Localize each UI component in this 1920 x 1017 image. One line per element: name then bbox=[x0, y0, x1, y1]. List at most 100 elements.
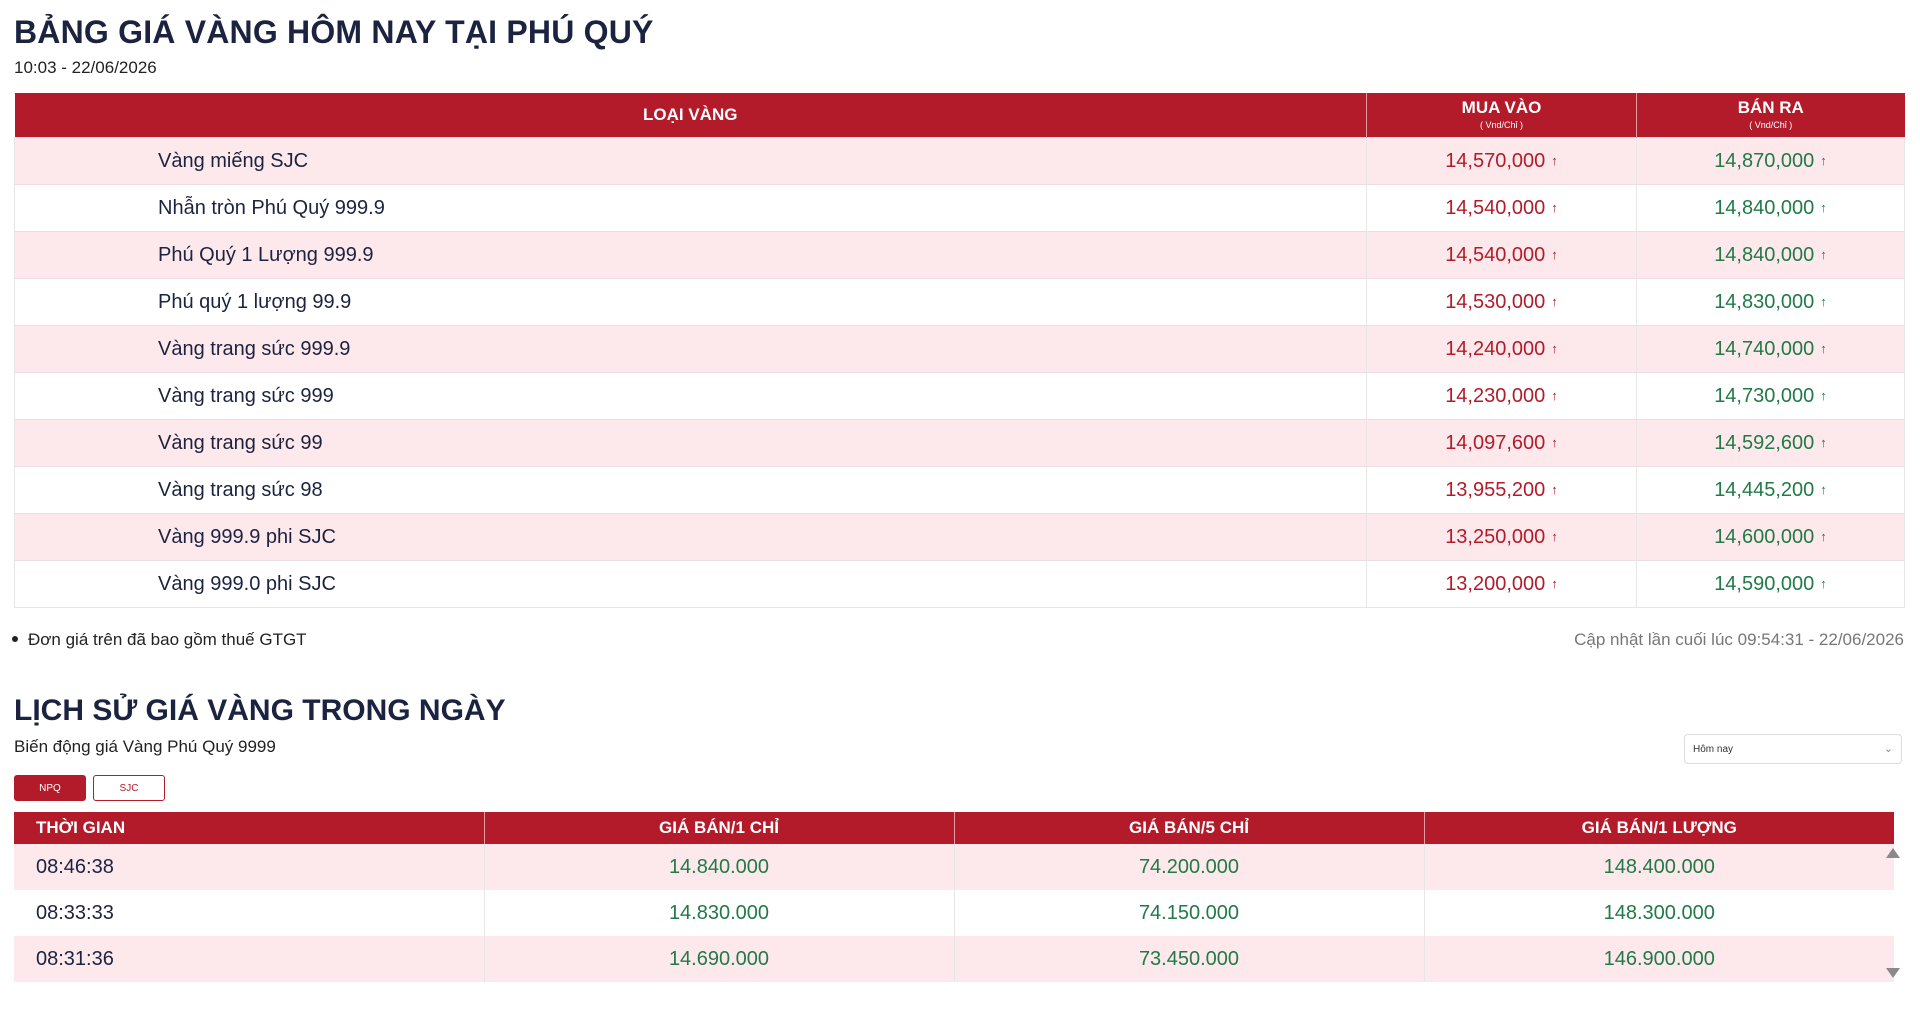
history-subtitle: Biến động giá Vàng Phú Quý 9999 bbox=[14, 737, 276, 756]
arrow-up-icon: ↑ bbox=[1551, 340, 1558, 356]
arrow-up-icon: ↑ bbox=[1551, 528, 1558, 544]
gold-type-name: Vàng 999.9 phi SJC bbox=[14, 513, 1367, 561]
page-datetime: 10:03 - 22/06/2026 bbox=[14, 58, 157, 77]
sell-price-cell: 14,870,000 ↑ bbox=[1636, 137, 1905, 185]
history-price-1-chi: 14.840.000 bbox=[484, 844, 955, 890]
sell-price-cell: 14,740,000 ↑ bbox=[1636, 325, 1905, 373]
sell-price: 14,830,000 bbox=[1714, 290, 1815, 313]
col-price-1-luong: GIÁ BÁN/1 LƯỢNG bbox=[1424, 812, 1894, 844]
sell-price: 14,600,000 bbox=[1714, 525, 1815, 548]
col-time: THỜI GIAN bbox=[14, 812, 485, 844]
arrow-up-icon: ↑ bbox=[1820, 575, 1827, 591]
sell-price-cell: 14,840,000 ↑ bbox=[1636, 184, 1905, 232]
table-row: 08:33:33 14.830.000 74.150.000 148.300.0… bbox=[14, 890, 1894, 936]
col-sell-label: BÁN RA bbox=[1737, 98, 1804, 117]
gold-type-name: Nhẫn tròn Phú Quý 999.9 bbox=[14, 184, 1367, 232]
table-row: Vàng trang sức 99 14,097,600 ↑ 14,592,600… bbox=[14, 419, 1905, 467]
vat-note-text: Đơn giá trên đã bao gồm thuế GTGT bbox=[28, 630, 307, 649]
buy-price-cell: 13,955,200 ↑ bbox=[1366, 466, 1637, 514]
col-gold-type-label: LOẠI VÀNG bbox=[643, 105, 738, 124]
arrow-up-icon: ↑ bbox=[1820, 387, 1827, 403]
gold-type-name: Vàng trang sức 999 bbox=[14, 372, 1367, 420]
gold-type-name: Vàng trang sức 98 bbox=[14, 466, 1367, 514]
table-row: Vàng trang sức 98 13,955,200 ↑ 14,445,200… bbox=[14, 466, 1905, 514]
chevron-down-icon: ⌄ bbox=[1883, 743, 1893, 755]
table-row: 08:46:38 14.840.000 74.200.000 148.400.0… bbox=[14, 844, 1894, 890]
sell-price-cell: 14,592,600 ↑ bbox=[1636, 419, 1905, 467]
buy-price-cell: 13,200,000 ↑ bbox=[1366, 560, 1637, 608]
arrow-up-icon: ↑ bbox=[1820, 152, 1827, 168]
arrow-up-icon: ↑ bbox=[1820, 340, 1827, 356]
buy-price-cell: 14,230,000 ↑ bbox=[1366, 372, 1637, 420]
vat-note: Đơn giá trên đã bao gồm thuế GTGT bbox=[12, 630, 307, 650]
bullet-icon bbox=[12, 636, 18, 642]
buy-price: 14,240,000 bbox=[1445, 337, 1546, 360]
sell-price: 14,840,000 bbox=[1714, 243, 1815, 266]
history-time: 08:31:36 bbox=[14, 936, 485, 982]
arrow-up-icon: ↑ bbox=[1820, 199, 1827, 215]
history-price-1-luong: 148.400.000 bbox=[1424, 844, 1894, 890]
sell-price: 14,592,600 bbox=[1714, 431, 1815, 454]
gold-type-name: Vàng trang sức 999.9 bbox=[14, 325, 1367, 373]
sell-price-cell: 14,730,000 ↑ bbox=[1636, 372, 1905, 420]
history-time: 08:33:33 bbox=[14, 890, 485, 936]
period-select[interactable]: Hôm nay ⌄ bbox=[1684, 734, 1902, 764]
arrow-up-icon: ↑ bbox=[1820, 246, 1827, 262]
table-row: Vàng trang sức 999 14,230,000 ↑ 14,730,00… bbox=[14, 372, 1905, 420]
history-price-5-chi: 73.450.000 bbox=[954, 936, 1425, 982]
sell-price: 14,590,000 bbox=[1714, 572, 1815, 595]
table-row: Vàng 999.9 phi SJC 13,250,000 ↑ 14,600,00… bbox=[14, 513, 1905, 561]
table-row: Vàng miếng SJC 14,570,000 ↑ 14,870,000 ↑ bbox=[14, 137, 1905, 185]
table-row: 08:31:36 14.690.000 73.450.000 146.900.0… bbox=[14, 936, 1894, 982]
col-buy-unit: ( Vnd/Chỉ ) bbox=[1479, 120, 1523, 130]
arrow-up-icon: ↑ bbox=[1820, 293, 1827, 309]
table-row: Phú Quý 1 Lượng 999.9 14,540,000 ↑ 14,840… bbox=[14, 231, 1905, 279]
sell-price-cell: 14,840,000 ↑ bbox=[1636, 231, 1905, 279]
buy-price: 14,570,000 bbox=[1445, 149, 1546, 172]
sell-price-cell: 14,600,000 ↑ bbox=[1636, 513, 1905, 561]
gold-type-name: Vàng 999.0 phi SJC bbox=[14, 560, 1367, 608]
last-updated: Cập nhật lần cuối lúc 09:54:31 - 22/06/2… bbox=[1574, 630, 1904, 649]
buy-price: 13,200,000 bbox=[1445, 572, 1546, 595]
sell-price-cell: 14,590,000 ↑ bbox=[1636, 560, 1905, 608]
tab-npq[interactable]: NPQ bbox=[14, 775, 86, 801]
history-title: LỊCH SỬ GIÁ VÀNG TRONG NGÀY bbox=[14, 694, 506, 727]
sell-price-cell: 14,445,200 ↑ bbox=[1636, 466, 1905, 514]
table-row: Vàng trang sức 999.9 14,240,000 ↑ 14,740,… bbox=[14, 325, 1905, 373]
gold-type-name: Phú Quý 1 Lượng 999.9 bbox=[14, 231, 1367, 279]
history-table-header: THỜI GIAN GIÁ BÁN/1 CHỈ GIÁ BÁN/5 CHỈ GI… bbox=[14, 812, 1894, 844]
history-price-1-chi: 14.690.000 bbox=[484, 936, 955, 982]
col-price-1-chi: GIÁ BÁN/1 CHỈ bbox=[484, 812, 955, 844]
scroll-up-arrow-icon[interactable] bbox=[1886, 848, 1900, 858]
buy-price: 13,250,000 bbox=[1445, 525, 1546, 548]
table-row: Phú quý 1 lượng 99.9 14,530,000 ↑ 14,830,… bbox=[14, 278, 1905, 326]
history-price-1-luong: 148.300.000 bbox=[1424, 890, 1894, 936]
sell-price: 14,730,000 bbox=[1714, 384, 1815, 407]
buy-price: 13,955,200 bbox=[1445, 478, 1546, 501]
buy-price-cell: 14,540,000 ↑ bbox=[1366, 184, 1637, 232]
gold-price-table: LOẠI VÀNG MUA VÀO ( Vnd/Chỉ ) BÁN RA ( Vnd… bbox=[14, 93, 1905, 608]
buy-price: 14,540,000 bbox=[1445, 196, 1546, 219]
tab-sjc[interactable]: SJC bbox=[93, 775, 165, 801]
buy-price-cell: 14,570,000 ↑ bbox=[1366, 137, 1637, 185]
history-time: 08:46:38 bbox=[14, 844, 485, 890]
arrow-up-icon: ↑ bbox=[1551, 387, 1558, 403]
arrow-up-icon: ↑ bbox=[1551, 575, 1558, 591]
sell-price-cell: 14,830,000 ↑ bbox=[1636, 278, 1905, 326]
buy-price-cell: 14,240,000 ↑ bbox=[1366, 325, 1637, 373]
arrow-up-icon: ↑ bbox=[1551, 434, 1558, 450]
buy-price-cell: 14,097,600 ↑ bbox=[1366, 419, 1637, 467]
col-price-5-chi: GIÁ BÁN/5 CHỈ bbox=[954, 812, 1425, 844]
history-table: THỜI GIAN GIÁ BÁN/1 CHỈ GIÁ BÁN/5 CHỈ GI… bbox=[14, 812, 1894, 982]
gold-type-name: Vàng miếng SJC bbox=[14, 137, 1367, 185]
buy-price: 14,530,000 bbox=[1445, 290, 1546, 313]
arrow-up-icon: ↑ bbox=[1551, 199, 1558, 215]
col-sell-unit: ( Vnd/Chỉ ) bbox=[1749, 120, 1793, 130]
sell-price: 14,870,000 bbox=[1714, 149, 1815, 172]
col-gold-type: LOẠI VÀNG bbox=[14, 93, 1367, 138]
scroll-down-arrow-icon[interactable] bbox=[1886, 968, 1900, 978]
history-price-1-luong: 146.900.000 bbox=[1424, 936, 1894, 982]
col-buy: MUA VÀO ( Vnd/Chỉ ) bbox=[1366, 93, 1637, 138]
table-row: Vàng 999.0 phi SJC 13,200,000 ↑ 14,590,00… bbox=[14, 560, 1905, 608]
